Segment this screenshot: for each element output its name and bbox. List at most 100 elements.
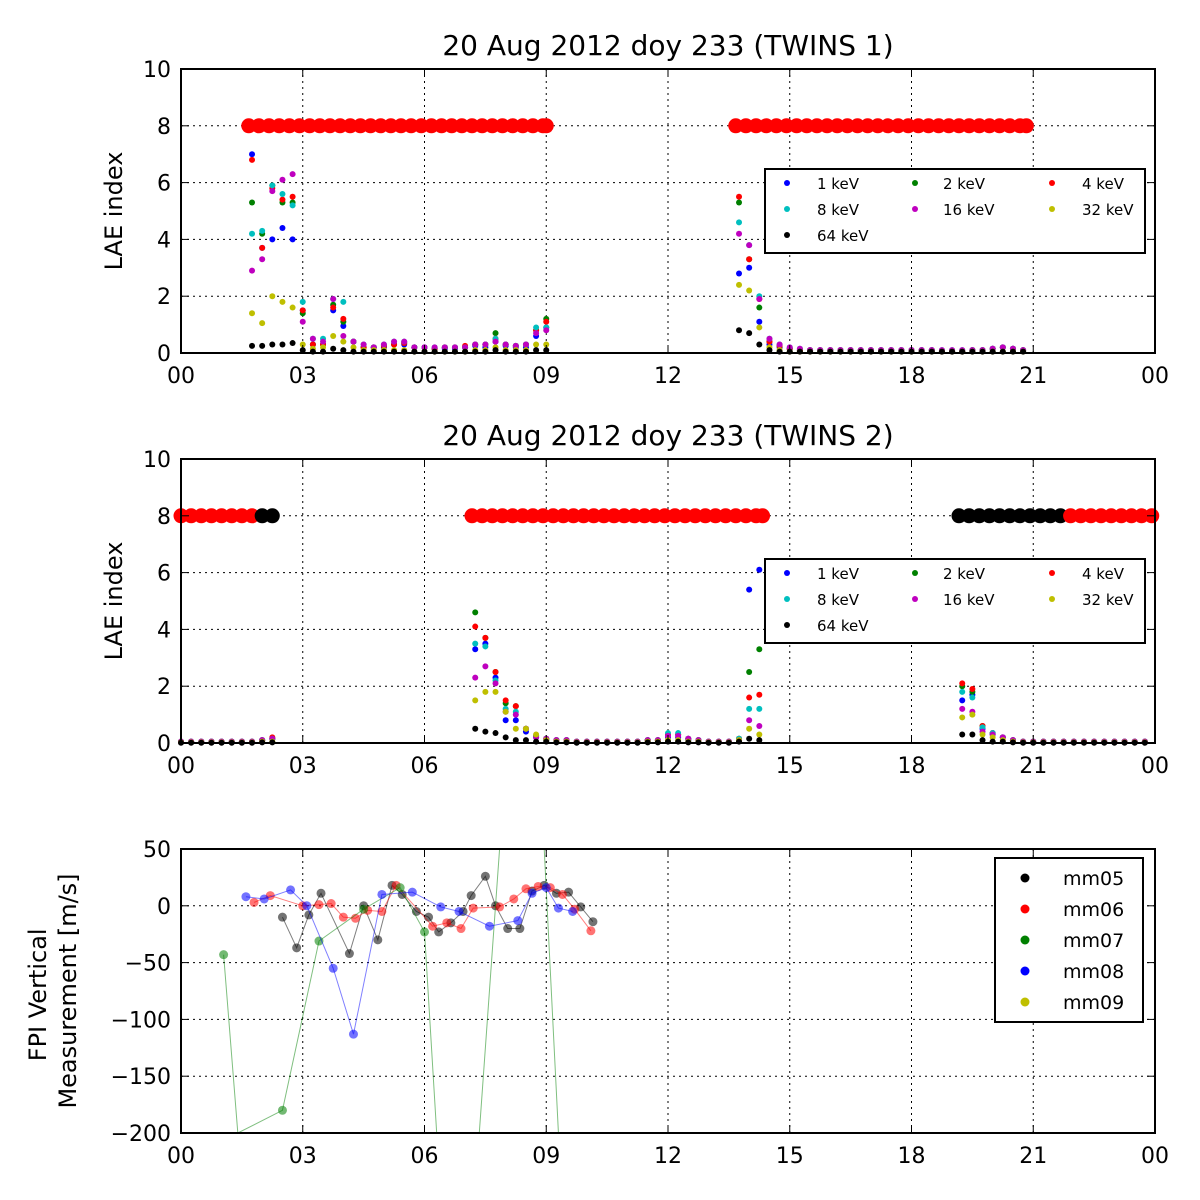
data-point-32-kev xyxy=(979,731,986,738)
data-point-32-kev xyxy=(533,341,540,348)
data-point-1-kev xyxy=(746,264,753,271)
data-point-16-kev xyxy=(512,711,519,718)
data-point-1-kev xyxy=(269,236,276,243)
data-point-4-kev xyxy=(969,686,976,693)
data-point-16-kev xyxy=(289,171,296,178)
data-point-4-kev xyxy=(746,694,753,701)
data-point-32-kev xyxy=(259,320,266,327)
data-point-mm08 xyxy=(553,903,563,913)
data-point-mm08 xyxy=(241,892,251,902)
data-point-16-kev xyxy=(350,338,357,345)
data-point-4-kev xyxy=(543,318,550,325)
series-line-mm07 xyxy=(223,849,559,1133)
data-point-16-kev xyxy=(380,341,387,348)
data-point-16-kev xyxy=(320,338,327,345)
x-tick-label: 21 xyxy=(1019,364,1047,389)
legend-marker xyxy=(912,596,918,602)
data-point-16-kev xyxy=(756,722,763,729)
data-point-16-kev xyxy=(441,344,448,351)
legend-marker xyxy=(784,206,790,212)
data-point-32-kev xyxy=(969,711,976,718)
data-point-8-kev xyxy=(736,219,743,226)
data-point-8-kev xyxy=(269,182,276,189)
data-point-mm08 xyxy=(348,1029,358,1039)
data-point-mm08 xyxy=(377,889,387,899)
legend-box xyxy=(764,558,1146,644)
data-point-8-kev xyxy=(259,227,266,234)
data-point-8-kev xyxy=(472,640,479,647)
x-tick-label: 21 xyxy=(1019,1144,1047,1169)
data-point-mm08 xyxy=(527,888,537,898)
data-point-32-kev xyxy=(279,298,286,305)
data-point-4-kev xyxy=(756,691,763,698)
data-point-32-kev xyxy=(533,731,540,738)
data-point-1-kev xyxy=(512,717,519,724)
data-point-32-kev xyxy=(502,708,509,715)
data-point-8-kev xyxy=(979,724,986,731)
y-tick-label: 0 xyxy=(157,342,171,367)
data-point-mm06 xyxy=(338,912,348,922)
data-point-8-kev xyxy=(959,688,966,695)
x-tick-label: 00 xyxy=(167,364,195,389)
data-point-8-kev xyxy=(299,298,306,305)
data-point-32-kev xyxy=(350,344,357,351)
data-point-64-kev xyxy=(533,347,540,354)
x-tick-label: 12 xyxy=(654,1144,682,1169)
data-point-64-kev xyxy=(766,347,773,354)
data-point-4-kev xyxy=(299,307,306,314)
data-point-32-kev xyxy=(320,344,327,351)
data-point-64-kev xyxy=(959,731,966,738)
data-point-16-kev xyxy=(472,341,479,348)
legend-marker xyxy=(912,570,918,576)
legend-label: mm05 xyxy=(1063,868,1124,890)
data-point-mm06 xyxy=(509,894,519,904)
data-point-16-kev xyxy=(279,176,286,183)
data-point-4-kev xyxy=(502,697,509,704)
data-point-4-kev xyxy=(279,196,286,203)
legend-label: 2 keV xyxy=(943,175,986,193)
data-point-16-kev xyxy=(533,330,540,337)
legend-label: mm09 xyxy=(1063,992,1124,1014)
data-point-32-kev xyxy=(756,731,763,738)
data-point-mm08 xyxy=(454,906,464,916)
data-point-1-kev xyxy=(746,586,753,593)
y-tick-label: 0 xyxy=(157,732,171,757)
data-point-1-kev xyxy=(959,697,966,704)
data-point-16-kev xyxy=(259,256,266,263)
legend-label: 4 keV xyxy=(1082,175,1125,193)
legend-label: 32 keV xyxy=(1082,201,1134,219)
data-point-64-kev xyxy=(756,341,763,348)
flag-point xyxy=(1018,118,1034,134)
data-point-mm06 xyxy=(428,921,438,931)
data-point-mm05 xyxy=(397,889,407,899)
data-point-mm05 xyxy=(424,912,434,922)
series-line-mm08 xyxy=(245,887,573,1035)
data-point-4-kev xyxy=(249,156,256,163)
legend-label: 16 keV xyxy=(943,201,995,219)
data-point-32-kev xyxy=(512,725,519,732)
data-point-64-kev xyxy=(969,731,976,738)
legend-box xyxy=(994,857,1144,1023)
flag-point xyxy=(538,118,554,134)
data-point-4-kev xyxy=(492,669,499,675)
data-marks xyxy=(219,849,598,1133)
data-point-mm05 xyxy=(344,949,354,959)
chart-title: 20 Aug 2012 doy 233 (TWINS 2) xyxy=(442,419,893,452)
data-point-16-kev xyxy=(451,344,458,351)
y-tick-label: −200 xyxy=(111,1122,171,1147)
data-point-16-kev xyxy=(502,341,509,348)
data-point-4-kev xyxy=(736,193,743,200)
data-point-8-kev xyxy=(289,202,296,209)
legend-label: mm06 xyxy=(1063,899,1124,921)
data-point-64-kev xyxy=(269,341,276,348)
data-point-8-kev xyxy=(340,298,347,305)
data-point-mm06 xyxy=(314,900,324,910)
data-point-mm06 xyxy=(557,889,567,899)
data-point-4-kev xyxy=(512,703,519,710)
data-point-8-kev xyxy=(533,324,540,331)
data-point-16-kev xyxy=(462,344,469,351)
y-tick-label: 50 xyxy=(143,838,171,863)
data-point-16-kev xyxy=(330,296,337,303)
legend-marker xyxy=(784,622,790,628)
